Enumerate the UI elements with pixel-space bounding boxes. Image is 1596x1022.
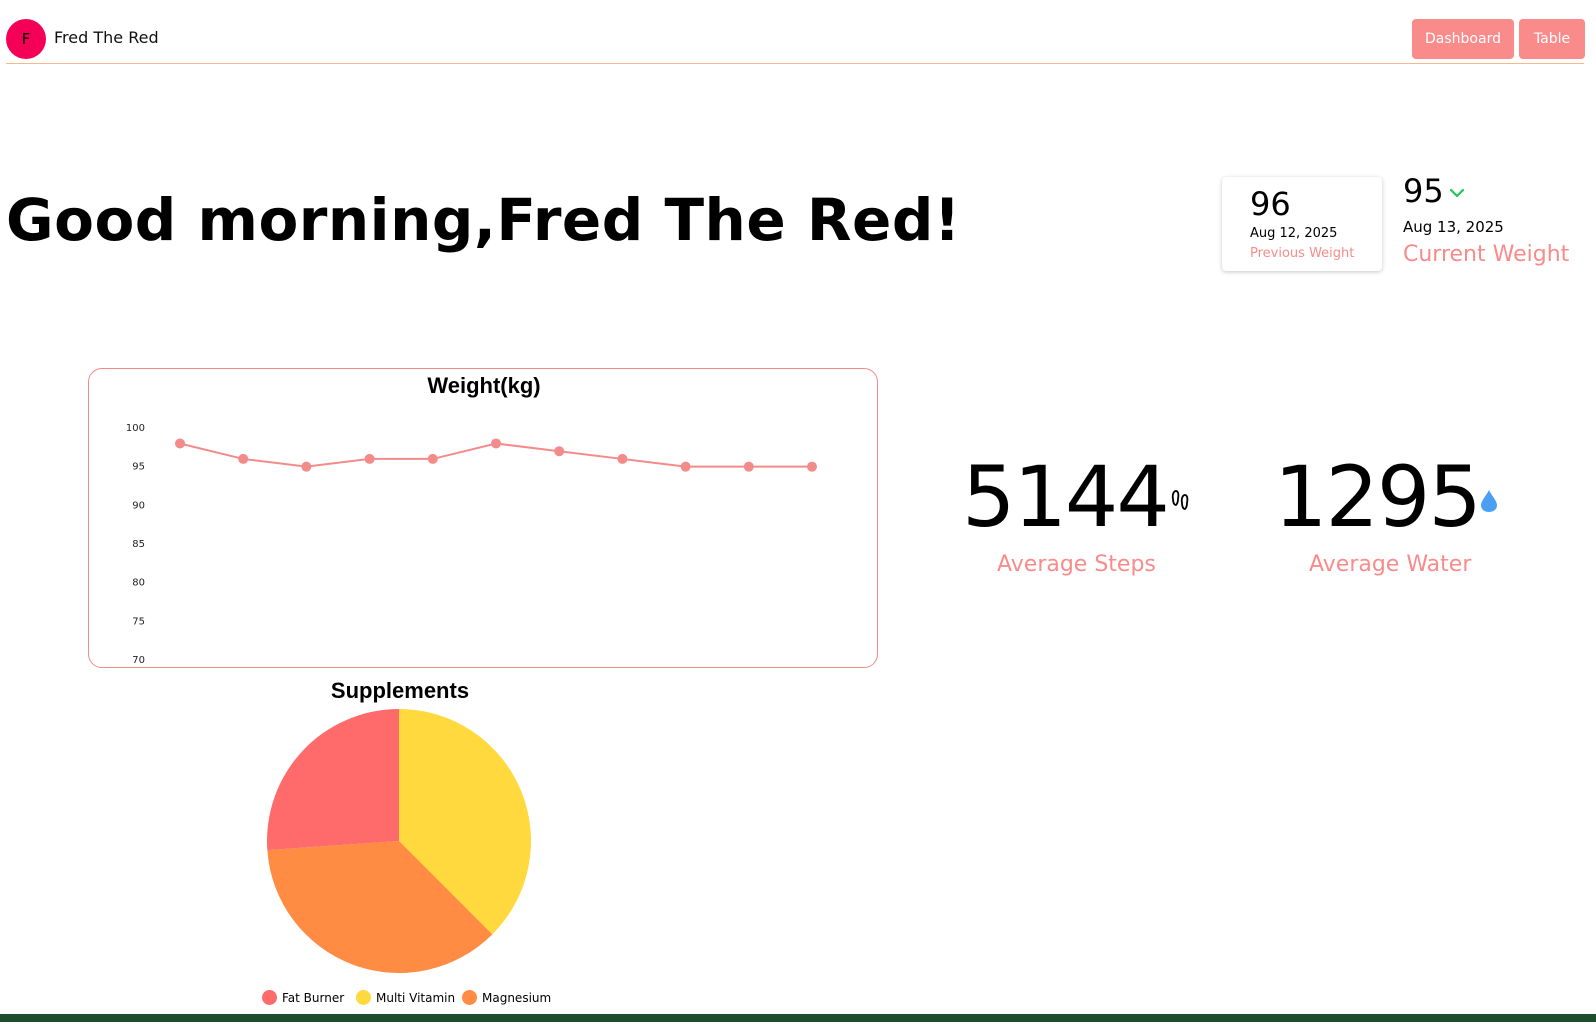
legend-item[interactable]: Magnesium	[462, 990, 551, 1005]
current-weight-date: Aug 13, 2025	[1403, 218, 1504, 236]
weight-chart-title: Weight(kg)	[427, 373, 541, 398]
pie-slice-magnesium[interactable]	[267, 841, 493, 973]
y-tick-label: 80	[132, 578, 145, 589]
legend-swatch	[262, 990, 277, 1005]
weight-data-point[interactable]	[554, 446, 565, 457]
y-tick-label: 70	[132, 655, 145, 666]
chevron-down-icon	[1449, 188, 1465, 198]
weight-data-point[interactable]	[238, 453, 249, 464]
weight-data-point[interactable]	[807, 461, 817, 472]
current-weight-value: 95	[1403, 172, 1444, 210]
footer-bar	[0, 1014, 1596, 1022]
legend-item[interactable]: Fat Burner	[262, 990, 344, 1005]
average-water-label: Average Water	[1309, 552, 1472, 577]
weight-data-point[interactable]	[427, 453, 438, 464]
weight-line-chart: 100 95 90 85 80 75 70	[126, 423, 817, 666]
y-tick-label: 85	[132, 539, 145, 550]
weight-data-point[interactable]	[301, 461, 312, 472]
average-steps-label: Average Steps	[997, 552, 1156, 577]
weight-chart-card: Weight(kg) 100 95 90 85 80 75 70	[88, 368, 878, 668]
supplements-pie-chart	[267, 709, 531, 973]
previous-weight-label: Previous Weight	[1250, 246, 1355, 261]
footprints-icon	[1171, 490, 1189, 510]
supplements-chart-title: Supplements	[330, 678, 470, 703]
y-tick-label: 90	[132, 500, 145, 511]
dashboard-button[interactable]: Dashboard	[1412, 19, 1514, 59]
greeting-heading: Good morning,Fred The Red!	[6, 186, 961, 254]
y-tick-label: 95	[132, 462, 145, 473]
weight-data-point[interactable]	[364, 453, 375, 464]
legend-label: Fat Burner	[282, 990, 345, 1005]
legend-item[interactable]: Multi Vitamin	[356, 990, 455, 1005]
y-tick-label: 75	[132, 616, 145, 627]
previous-weight-value: 96	[1250, 185, 1291, 223]
legend-label: Multi Vitamin	[376, 990, 456, 1005]
average-steps-value: 5144	[962, 448, 1170, 546]
weight-data-point[interactable]	[175, 438, 185, 449]
previous-weight-date: Aug 12, 2025	[1250, 226, 1338, 241]
user-name: Fred The Red	[54, 28, 159, 47]
avatar[interactable]: F	[6, 19, 46, 59]
current-weight-label: Current Weight	[1403, 242, 1570, 267]
table-button[interactable]: Table	[1519, 19, 1585, 59]
weight-data-point[interactable]	[617, 453, 628, 464]
weight-data-point[interactable]	[491, 438, 501, 449]
average-water-value: 1295	[1274, 448, 1482, 546]
pie-slice-multi-vitamin[interactable]	[399, 709, 531, 935]
pie-slice-fat-burner[interactable]	[267, 709, 399, 851]
y-tick-label: 100	[126, 423, 145, 434]
weight-data-point[interactable]	[743, 461, 754, 472]
legend-swatch	[462, 990, 477, 1005]
water-drop-icon	[1481, 490, 1497, 512]
legend-swatch	[356, 990, 371, 1005]
weight-data-point[interactable]	[680, 461, 691, 472]
navbar: F Fred The Red Dashboard Table	[6, 0, 1585, 64]
previous-weight-card: 96 Aug 12, 2025 Previous Weight	[1222, 177, 1382, 271]
legend-label: Magnesium	[482, 990, 552, 1005]
